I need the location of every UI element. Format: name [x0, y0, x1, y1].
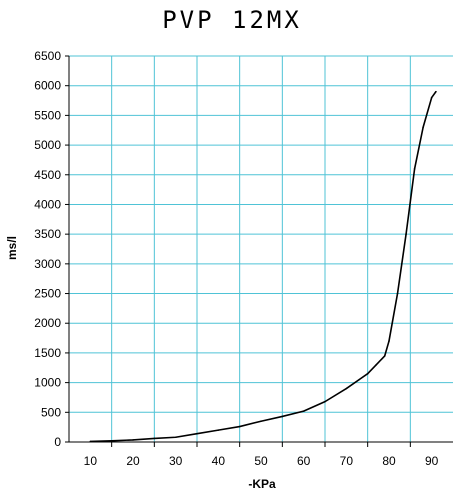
data-point	[153, 437, 156, 440]
x-tick-label: 50	[254, 454, 268, 468]
y-tick-label: 2000	[34, 316, 61, 330]
data-point	[260, 420, 262, 423]
data-point	[217, 429, 220, 431]
x-tick-label: 80	[382, 454, 396, 468]
data-point	[358, 378, 360, 381]
data-point	[196, 432, 198, 435]
x-tick-label: 40	[212, 454, 226, 468]
data-point	[388, 340, 390, 342]
data-point	[302, 410, 305, 412]
x-tick-label: 20	[126, 454, 140, 468]
data-point	[366, 372, 369, 375]
grid	[69, 55, 453, 442]
y-tick-label: 6000	[34, 79, 61, 93]
data-point	[324, 400, 326, 403]
y-tick-label: 3000	[34, 257, 61, 271]
chart-title: PVP 12MX	[162, 6, 302, 34]
data-point	[132, 439, 134, 441]
series	[89, 90, 437, 443]
y-tick-label: 5000	[34, 138, 61, 152]
y-tick-label: 500	[41, 405, 61, 419]
data-point	[89, 440, 92, 443]
y-axis-label: ms/l	[5, 236, 19, 260]
y-tick-label: 2500	[34, 287, 61, 301]
data-point	[110, 440, 113, 442]
data-point	[375, 364, 378, 366]
data-point	[238, 425, 241, 428]
x-tick-label: 10	[84, 454, 98, 468]
x-tick-label: 60	[297, 454, 311, 468]
x-tick-label: 90	[425, 454, 439, 468]
x-tick-labels: 10 20 30 40 50 60 70 80 90	[84, 454, 439, 468]
data-point	[422, 126, 424, 129]
x-tick-label: 30	[169, 454, 183, 468]
y-tick-label: 0	[54, 435, 61, 449]
y-tick-label: 1500	[34, 346, 61, 360]
data-point	[396, 292, 399, 295]
data-point	[413, 168, 416, 170]
y-tick-label: 5500	[34, 108, 61, 122]
data-point	[435, 90, 437, 93]
data-point	[383, 355, 386, 357]
data-point	[430, 96, 433, 99]
y-tick-label: 4500	[34, 168, 61, 182]
y-tick-labels: 0 500 1000 1500 2000 2500 3000 3500 4000 4500 5000…	[34, 49, 61, 449]
y-tick-label: 3500	[34, 227, 61, 241]
data-point	[174, 436, 177, 439]
x-axis-label: -KPa	[248, 477, 276, 491]
data-point	[405, 233, 407, 235]
y-tick-label: 1000	[34, 376, 61, 390]
y-tick-label: 6500	[34, 49, 61, 63]
x-tick-label: 70	[340, 454, 354, 468]
series-line	[90, 91, 437, 443]
y-tick-label: 4000	[34, 197, 61, 211]
data-point	[281, 415, 284, 418]
axes	[65, 55, 453, 447]
data-point	[345, 387, 348, 390]
